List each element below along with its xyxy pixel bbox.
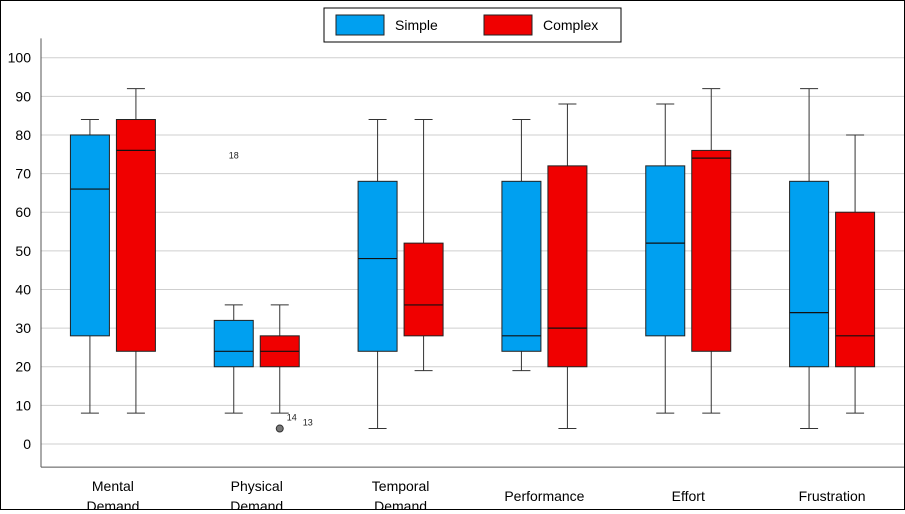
box-simple-2-iqr <box>213 319 254 368</box>
box-complex-6-iqr <box>835 211 876 368</box>
box-simple-1-iqr <box>69 134 110 337</box>
box-layer <box>69 88 876 430</box>
box-simple-2 <box>213 304 254 414</box>
x-tick-label-4-line-1: Performance <box>504 488 584 504</box>
box-complex-5-iqr <box>691 149 732 352</box>
legend-label-complex: Complex <box>543 17 598 33</box>
box-complex-3-iqr <box>403 242 444 337</box>
y-tick-label-40: 40 <box>15 281 31 297</box>
y-tick-label-20: 20 <box>15 359 31 375</box>
box-simple-6-iqr <box>789 180 830 368</box>
legend: Simple Complex <box>323 7 622 43</box>
x-tick-label-2-line-2: Demand <box>230 498 283 509</box>
grid-layer <box>41 57 904 445</box>
box-simple-3-iqr <box>357 180 398 352</box>
outlier-label-18: 18 <box>229 150 239 160</box>
y-tick-label-80: 80 <box>15 127 31 143</box>
box-simple-4-iqr <box>501 180 542 352</box>
y-tick-label-90: 90 <box>15 88 31 104</box>
box-complex-1 <box>115 88 156 414</box>
box-complex-1-iqr <box>115 119 156 352</box>
box-complex-3 <box>403 119 444 372</box>
box-simple-6 <box>789 88 830 430</box>
y-tick-label-70: 70 <box>15 166 31 182</box>
box-complex-4-iqr <box>547 165 588 368</box>
y-tick-label-100: 100 <box>8 50 32 66</box>
x-tick-label-6-line-1: Frustration <box>799 488 866 504</box>
box-complex-2 <box>259 304 300 414</box>
x-tick-label-3-line-2: Demand <box>374 498 427 509</box>
box-simple-1 <box>69 119 110 414</box>
x-tick-label-1-line-1: Mental <box>92 478 134 494</box>
legend-label-simple: Simple <box>395 17 438 33</box>
box-complex-6 <box>835 134 876 414</box>
x-tick-label-2-line-1: Physical <box>231 478 283 494</box>
outlier-point-1 <box>275 424 284 433</box>
box-simple-3 <box>357 119 398 430</box>
y-tick-label-0: 0 <box>23 436 31 452</box>
y-tick-label-30: 30 <box>15 320 31 336</box>
legend-swatch-simple <box>335 14 385 36</box>
legend-swatch-complex <box>483 14 533 36</box>
outlier-label-14: 14 <box>287 413 297 423</box>
y-tick-label-60: 60 <box>15 204 31 220</box>
axis-layer: 0 10 20 30 40 50 60 70 80 90 100 Mental Demand Physic… <box>8 38 904 514</box>
y-tick-label-50: 50 <box>15 243 31 259</box>
box-simple-5 <box>645 103 686 414</box>
box-complex-5 <box>691 88 732 414</box>
x-tick-label-1-line-2: Demand <box>86 498 139 509</box>
x-tick-label-5-line-1: Effort <box>672 488 705 504</box>
box-simple-5-iqr <box>645 165 686 337</box>
y-tick-label-10: 10 <box>15 397 31 413</box>
label-layer: 14 13 18 <box>229 150 313 433</box>
outlier-label-13: 13 <box>303 418 313 428</box>
x-tick-label-3-line-1: Temporal <box>372 478 430 494</box>
box-complex-4 <box>547 103 588 430</box>
box-simple-4 <box>501 119 542 372</box>
